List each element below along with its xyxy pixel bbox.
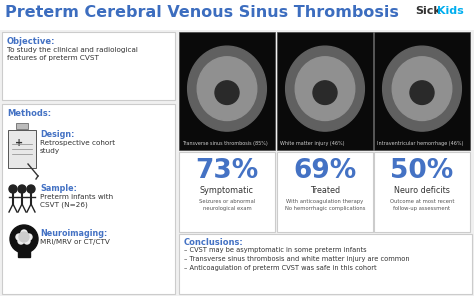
Text: – Anticoagulation of preterm CVST was safe in this cohort: – Anticoagulation of preterm CVST was sa… bbox=[184, 265, 377, 271]
Text: 50%: 50% bbox=[391, 158, 454, 184]
Text: Preterm infants with
CSVT (N=26): Preterm infants with CSVT (N=26) bbox=[40, 194, 113, 208]
Ellipse shape bbox=[295, 57, 355, 120]
Ellipse shape bbox=[188, 46, 266, 131]
Text: Retrospective cohort
study: Retrospective cohort study bbox=[40, 140, 115, 154]
Text: Methods:: Methods: bbox=[7, 109, 51, 118]
Text: – CVST may be asymptomatic in some preterm infants: – CVST may be asymptomatic in some prete… bbox=[184, 247, 366, 253]
Bar bbox=[179, 152, 275, 232]
Ellipse shape bbox=[197, 57, 257, 120]
Bar bbox=[277, 32, 373, 150]
Text: Intraventricular hemorrhage (46%): Intraventricular hemorrhage (46%) bbox=[377, 141, 464, 146]
Bar bbox=[2, 104, 175, 294]
Circle shape bbox=[27, 185, 35, 193]
Text: 73%: 73% bbox=[195, 158, 259, 184]
Text: Transverse sinus thrombosis (85%): Transverse sinus thrombosis (85%) bbox=[182, 141, 268, 146]
Circle shape bbox=[9, 185, 17, 193]
Text: Objective:: Objective: bbox=[7, 37, 55, 46]
Bar bbox=[8, 130, 36, 168]
Circle shape bbox=[26, 234, 32, 240]
Text: Neuroimaging:: Neuroimaging: bbox=[40, 229, 107, 238]
Circle shape bbox=[18, 238, 24, 244]
Text: Outcome at most recent
follow-up assessment: Outcome at most recent follow-up assessm… bbox=[390, 199, 454, 210]
Bar bbox=[2, 32, 175, 100]
Circle shape bbox=[24, 238, 30, 244]
Text: Kids: Kids bbox=[437, 6, 464, 16]
Ellipse shape bbox=[215, 81, 239, 104]
Ellipse shape bbox=[383, 46, 461, 131]
Circle shape bbox=[10, 225, 38, 253]
Text: Neuro deficits: Neuro deficits bbox=[394, 186, 450, 195]
Text: Conclusions:: Conclusions: bbox=[184, 238, 244, 247]
Bar bbox=[18, 249, 30, 257]
Text: With anticoagulation therapy
No hemorrhagic complications: With anticoagulation therapy No hemorrha… bbox=[285, 199, 365, 210]
Text: Design:: Design: bbox=[40, 130, 74, 139]
Bar bbox=[179, 234, 472, 294]
Text: 69%: 69% bbox=[293, 158, 356, 184]
Text: White matter injury (46%): White matter injury (46%) bbox=[280, 141, 345, 146]
Text: Seizures or abnormal
neurological exam: Seizures or abnormal neurological exam bbox=[199, 199, 255, 210]
Text: Preterm Cerebral Venous Sinus Thrombosis: Preterm Cerebral Venous Sinus Thrombosis bbox=[5, 5, 399, 20]
Text: Sick: Sick bbox=[415, 6, 441, 16]
Circle shape bbox=[21, 230, 27, 236]
Text: +: + bbox=[15, 138, 23, 148]
Circle shape bbox=[16, 234, 22, 240]
Ellipse shape bbox=[392, 57, 452, 120]
Text: Sample:: Sample: bbox=[40, 184, 77, 193]
Text: Treated: Treated bbox=[310, 186, 340, 195]
Text: – Transverse sinus thrombosis and white matter injury are common: – Transverse sinus thrombosis and white … bbox=[184, 256, 410, 262]
Bar bbox=[0, 0, 474, 30]
Ellipse shape bbox=[313, 81, 337, 104]
Bar bbox=[16, 123, 28, 129]
Bar bbox=[179, 32, 275, 150]
Bar bbox=[277, 152, 373, 232]
Ellipse shape bbox=[286, 46, 365, 131]
Text: MRI/MRV or CT/CTV: MRI/MRV or CT/CTV bbox=[40, 239, 110, 245]
Bar bbox=[374, 152, 470, 232]
Circle shape bbox=[19, 232, 29, 242]
Text: To study the clinical and radiological
features of preterm CVST: To study the clinical and radiological f… bbox=[7, 47, 138, 61]
Circle shape bbox=[18, 185, 26, 193]
Bar bbox=[374, 32, 470, 150]
Ellipse shape bbox=[410, 81, 434, 104]
Text: Symptomatic: Symptomatic bbox=[200, 186, 254, 195]
